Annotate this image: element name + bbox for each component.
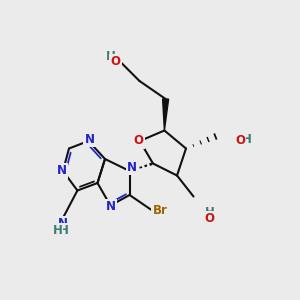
Text: O: O bbox=[204, 212, 214, 226]
Text: N: N bbox=[56, 164, 67, 178]
Polygon shape bbox=[163, 99, 169, 130]
Text: N: N bbox=[84, 133, 94, 146]
Text: H: H bbox=[53, 224, 62, 237]
Text: H: H bbox=[205, 206, 214, 220]
Text: N: N bbox=[106, 200, 116, 213]
Text: N: N bbox=[57, 217, 68, 230]
Text: H: H bbox=[59, 224, 69, 237]
Text: O: O bbox=[134, 134, 144, 148]
Text: H: H bbox=[242, 133, 251, 146]
Text: O: O bbox=[235, 134, 245, 148]
Text: H: H bbox=[106, 50, 116, 63]
Text: O: O bbox=[110, 55, 121, 68]
Text: N: N bbox=[127, 161, 137, 174]
Text: Br: Br bbox=[152, 204, 167, 217]
